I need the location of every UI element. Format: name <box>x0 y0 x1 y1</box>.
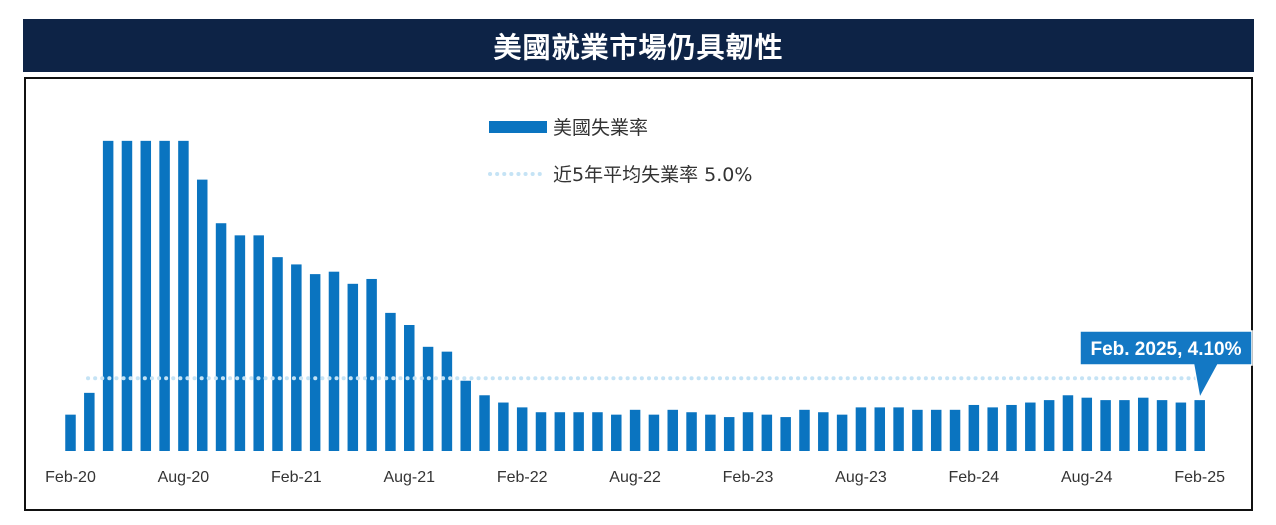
x-tick-label: Aug-24 <box>1061 469 1113 486</box>
bar-Jul-22 <box>611 414 622 451</box>
bar-Oct-20 <box>215 223 227 451</box>
x-tick-label: Feb-23 <box>723 469 774 486</box>
bar-Nov-21 <box>460 380 471 451</box>
bar-Jun-20 <box>140 140 152 451</box>
chart-title-bar: 美國就業市場仍具韌性 <box>23 19 1254 72</box>
legend-label-average: 近5年平均失業率 5.0% <box>553 164 752 186</box>
bar-Dec-22 <box>705 414 716 451</box>
bar-Feb-21 <box>291 264 302 451</box>
bar-May-22 <box>573 412 584 451</box>
bar-Aug-20 <box>178 140 189 451</box>
bar-Mar-23 <box>761 414 773 451</box>
x-tick-label: Feb-20 <box>45 469 96 486</box>
bar-Jan-23 <box>723 417 735 451</box>
x-tick-label: Aug-22 <box>609 469 661 486</box>
bar-Nov-22 <box>686 412 697 451</box>
bar-Mar-21 <box>309 274 321 451</box>
bar-Jan-24 <box>949 409 961 451</box>
callout-label: Feb. 2025, 4.10% <box>1090 339 1241 360</box>
bar-Jan-22 <box>498 402 509 451</box>
bar-Oct-21 <box>441 351 453 451</box>
bar-Feb-25 <box>1194 400 1205 451</box>
bar-May-21 <box>347 283 359 451</box>
x-axis-ticks: Feb-20 Aug-20 Feb-21 Aug-21 Feb-22 Aug-22 Feb-… <box>45 469 1225 486</box>
bar-Nov-20 <box>234 235 246 451</box>
bar-Jul-24 <box>1062 395 1074 451</box>
bar-Apr-21 <box>328 271 340 451</box>
bar-Oct-22 <box>667 409 678 451</box>
bar-Aug-21 <box>404 325 415 451</box>
legend-swatch-unemployment <box>489 121 547 133</box>
bar-Mar-24 <box>987 407 998 451</box>
x-tick-label: Feb-24 <box>949 469 1000 486</box>
bar-Aug-24 <box>1081 397 1093 451</box>
bar-Oct-23 <box>893 407 904 451</box>
bars-group <box>65 140 1205 451</box>
x-tick-label: Aug-23 <box>835 469 887 486</box>
bar-Jul-21 <box>385 312 396 451</box>
bar-Jul-23 <box>836 414 848 451</box>
bar-Nov-23 <box>912 409 923 451</box>
bar-Dec-21 <box>479 395 490 451</box>
callout: Feb. 2025, 4.10% <box>1079 330 1253 401</box>
bar-Sep-23 <box>874 407 886 451</box>
bar-May-24 <box>1025 402 1036 451</box>
bar-May-23 <box>799 409 810 451</box>
bar-Sep-24 <box>1100 400 1111 451</box>
x-tick-label: Feb-22 <box>497 469 548 486</box>
callout-box <box>1079 330 1253 401</box>
bar-Aug-22 <box>629 409 641 451</box>
x-tick-label: Feb-21 <box>271 469 322 486</box>
bar-Dec-23 <box>930 409 942 451</box>
bar-Apr-23 <box>780 417 791 451</box>
bar-Sep-21 <box>422 346 434 451</box>
bar-Mar-22 <box>535 412 547 451</box>
bar-Sep-22 <box>648 414 660 451</box>
x-tick-label: Feb-25 <box>1174 469 1225 486</box>
bar-Jan-21 <box>272 257 283 451</box>
bar-Feb-22 <box>516 407 528 451</box>
bar-Jun-23 <box>818 412 829 451</box>
bar-Oct-24 <box>1119 400 1130 451</box>
legend: 美國失業率 近5年平均失業率 5.0% <box>488 117 752 186</box>
bar-Feb-20 <box>65 414 76 451</box>
bar-Jun-22 <box>592 412 603 451</box>
bar-Mar-20 <box>84 392 95 451</box>
bar-Feb-24 <box>968 404 980 451</box>
bar-Sep-20 <box>196 179 208 451</box>
x-tick-label: Aug-20 <box>158 469 210 486</box>
bar-Nov-24 <box>1137 397 1149 451</box>
x-tick-label: Aug-21 <box>383 469 435 486</box>
bar-Apr-24 <box>1006 404 1017 451</box>
bar-Dec-20 <box>253 235 264 451</box>
bar-Aug-23 <box>855 407 867 451</box>
bar-Feb-23 <box>742 412 754 451</box>
chart-title: 美國就業市場仍具韌性 <box>493 30 784 64</box>
bar-May-20 <box>121 140 133 451</box>
bar-Jan-25 <box>1175 402 1187 451</box>
bar-Apr-20 <box>102 140 114 451</box>
bar-Jun-21 <box>366 278 377 451</box>
bar-Jun-24 <box>1043 400 1055 451</box>
bar-Dec-24 <box>1156 400 1168 451</box>
bar-Jul-20 <box>159 140 170 451</box>
bar-Apr-22 <box>554 412 566 451</box>
legend-label-unemployment: 美國失業率 <box>553 117 648 139</box>
